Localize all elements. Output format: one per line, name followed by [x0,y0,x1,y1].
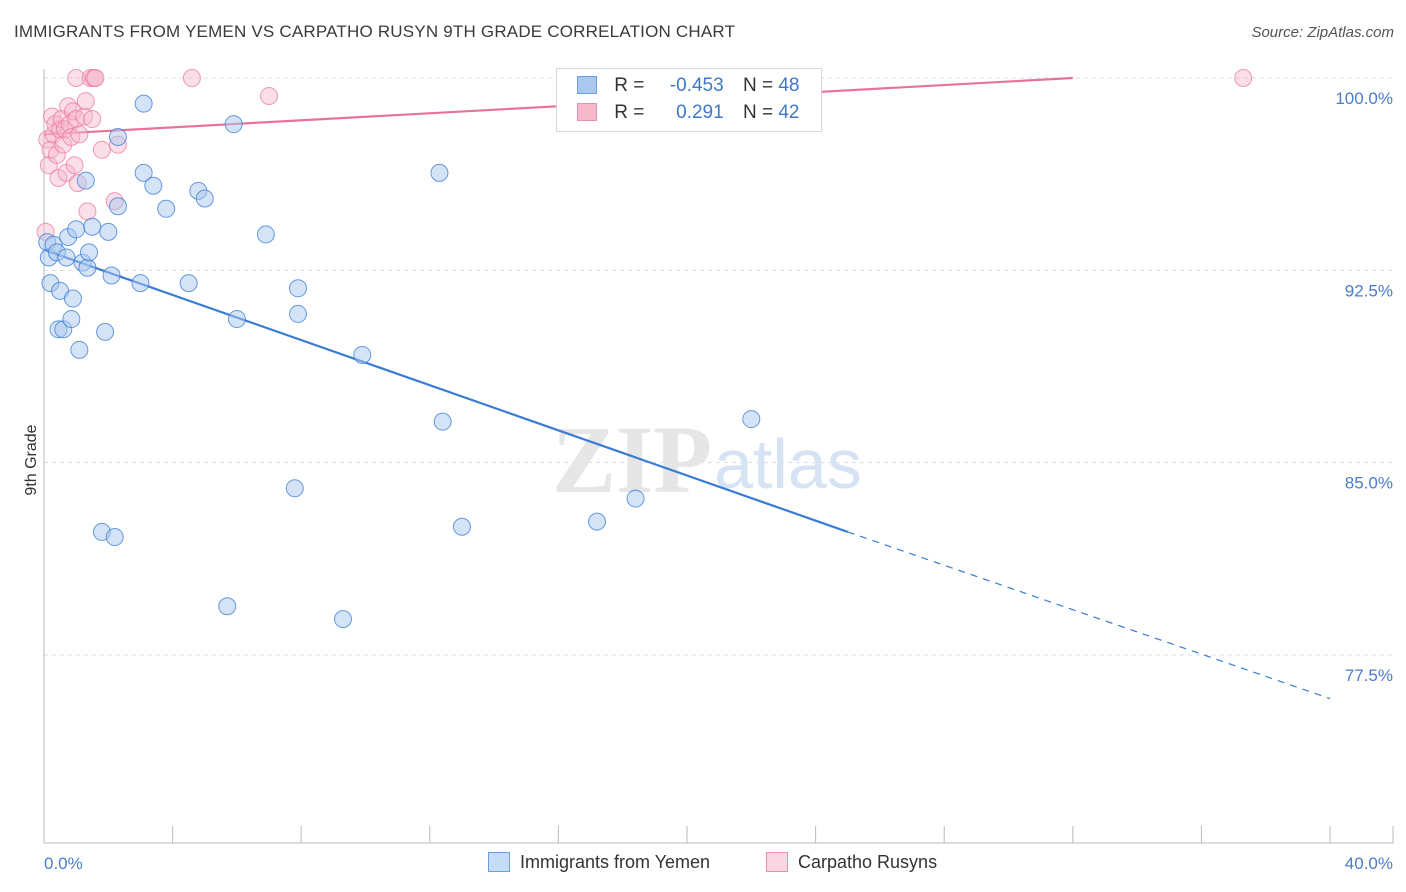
point-yemen [67,220,86,239]
legend-row-rusyn: R = 0.291 N = 42 [577,102,799,126]
legend-n-label: N = [742,75,774,96]
point-yemen [96,322,115,341]
legend-r-value: -0.453 [669,75,724,96]
point-yemen [57,248,76,267]
point-yemen [587,512,606,531]
legend-swatch-blue [577,76,597,94]
point-yemen [76,171,95,190]
legend-r-value: 0.291 [676,102,724,123]
point-rusyn [67,69,86,87]
point-yemen [80,243,99,262]
point-yemen [256,225,275,244]
series-legend-label: Carpatho Rusyns [798,852,938,872]
x-tick-label-min: 0.0% [44,854,83,873]
legend-n-value: 42 [778,102,800,123]
point-rusyn [70,125,89,144]
grid-layer [44,77,1393,656]
point-yemen [626,489,645,508]
point-yemen [99,222,118,241]
point-rusyn [59,97,78,116]
point-rusyn [83,110,102,129]
series-legend-rusyn[interactable]: Carpatho Rusyns [766,852,937,873]
point-yemen [742,410,761,429]
point-yemen [78,258,97,277]
point-rusyn [260,86,279,105]
point-yemen [452,517,471,536]
point-rusyn [182,69,201,87]
point-yemen [134,94,153,113]
point-yemen [288,279,307,298]
point-yemen [108,197,127,216]
point-rusyn [92,140,111,159]
y-axis-title: 9th Grade [23,424,40,495]
point-yemen [131,274,150,293]
point-rusyn [86,69,105,87]
point-yemen [63,289,82,308]
source-credit: Source: ZipAtlas.com [1251,24,1394,41]
point-yemen [105,528,124,547]
point-yemen [353,345,372,364]
legend-n-label: N = [742,102,774,123]
correlation-legend: R = -0.453 N = 48 R = 0.291 N = 42 [556,68,822,132]
legend-swatch-pink [577,103,597,121]
point-yemen [70,340,89,359]
y-tick-label: 100.0% [1335,89,1393,108]
point-yemen [224,115,243,134]
point-yemen [433,412,452,431]
y-tick-label: 92.5% [1345,281,1393,300]
series-legend-label: Immigrants from Yemen [520,852,711,872]
point-rusyn [55,120,74,139]
point-yemen [227,310,246,329]
trend-line-yemen-extension [847,531,1331,700]
legend-row-yemen: R = -0.453 N = 48 [577,75,799,99]
watermark-atlas: atlas [714,425,862,503]
point-yemen [144,176,163,195]
point-yemen [288,304,307,323]
point-yemen [179,274,198,293]
series-swatch-blue [488,852,510,872]
trend-layer [43,76,1331,700]
point-rusyn [65,156,84,175]
axis-layer: 100.0% 92.5% 85.0% 77.5% [43,69,1394,844]
series-legend-yemen[interactable]: Immigrants from Yemen [488,852,710,873]
point-rusyn [76,92,95,111]
legend-n-value: 48 [778,75,800,96]
chart-title: IMMIGRANTS FROM YEMEN VS CARPATHO RUSYN … [14,22,736,41]
legend-r-label: R = [614,75,645,96]
point-yemen [195,189,214,208]
point-rusyn [1234,69,1253,87]
points-layer [36,69,1253,629]
x-tick-label-max: 40.0% [1345,854,1393,873]
y-tick-label: 77.5% [1345,666,1393,685]
point-yemen [333,610,352,629]
point-yemen [157,199,176,218]
point-rusyn [78,202,97,221]
point-yemen [430,163,449,182]
point-yemen [218,597,237,616]
point-yemen [108,127,127,146]
y-tick-label: 85.0% [1345,474,1393,493]
trend-line-yemen [43,248,849,533]
point-yemen [102,266,121,285]
point-yemen [83,217,102,236]
point-yemen [62,310,81,329]
point-yemen [134,163,153,182]
series-swatch-pink [766,852,788,872]
point-yemen [285,479,304,498]
point-rusyn [47,145,66,164]
legend-r-label: R = [614,102,645,123]
